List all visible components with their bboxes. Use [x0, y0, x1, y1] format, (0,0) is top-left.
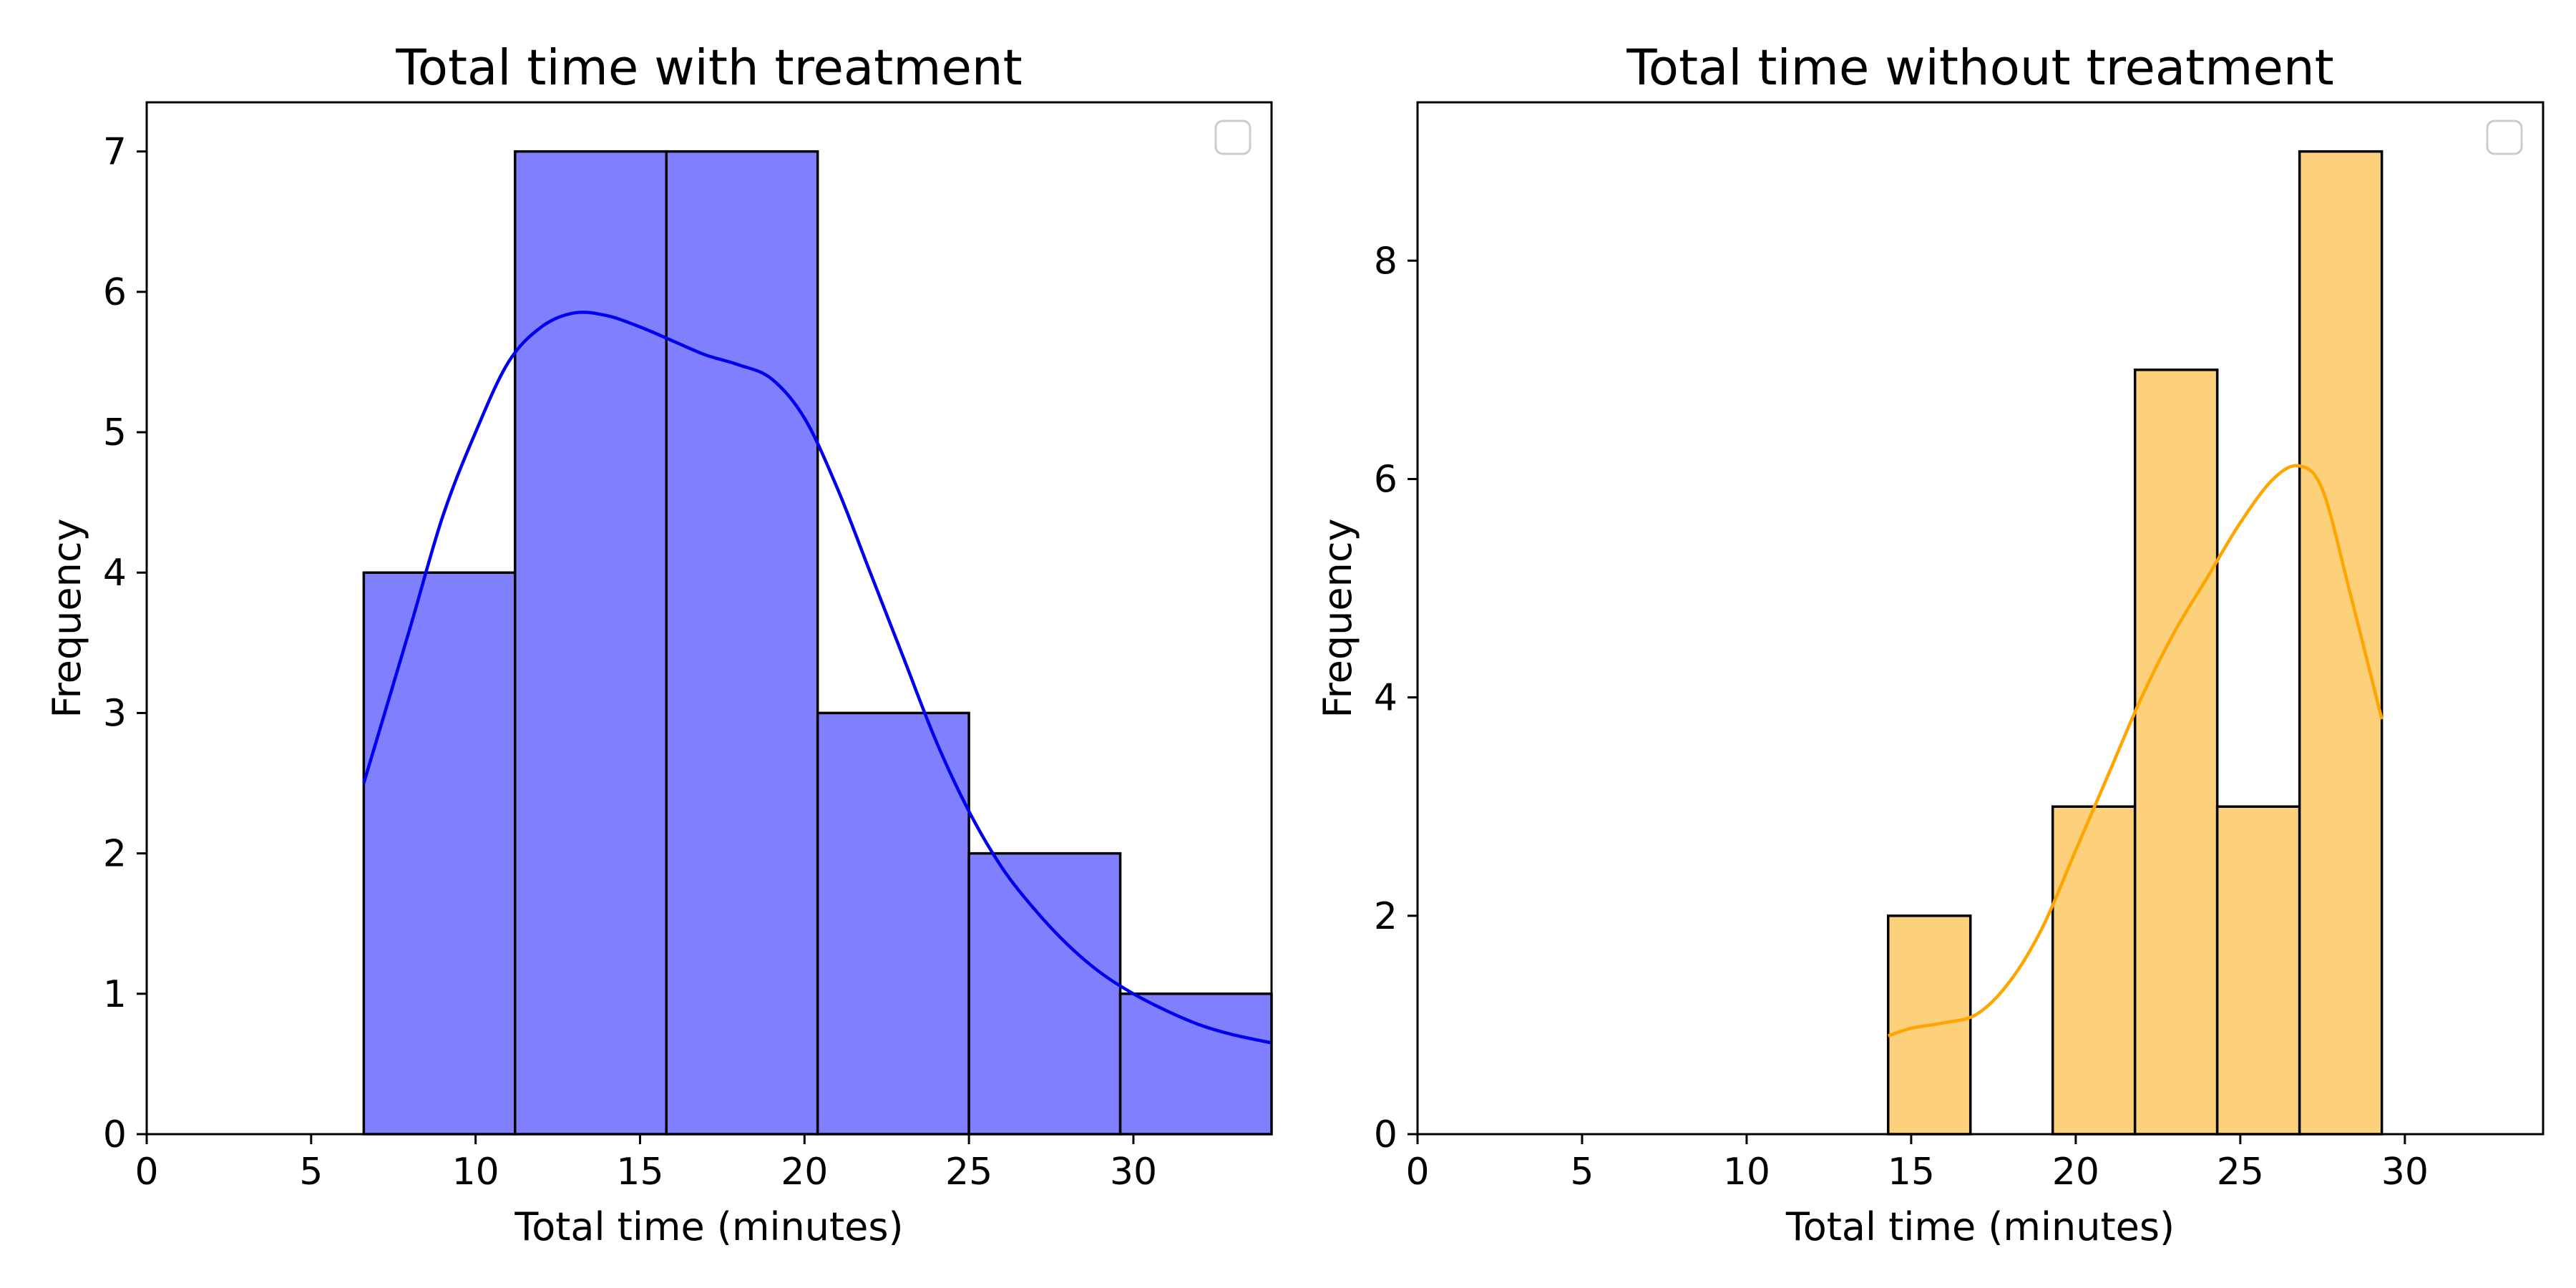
legend-box — [1214, 119, 1252, 155]
legend-box — [2486, 119, 2523, 155]
y-tick-label: 0 — [1374, 1113, 1397, 1156]
y-tick-label: 1 — [103, 973, 127, 1016]
x-tick-label: 10 — [1723, 1151, 1770, 1194]
histogram-bar — [816, 711, 970, 1136]
plot-area: 0 5 10 15 20 25 30 0 2 4 6 8 — [1374, 150, 2429, 1194]
histogram-bar — [967, 852, 1122, 1136]
histogram-bar — [514, 150, 668, 1136]
y-tick-label: 5 — [103, 411, 127, 454]
x-tick-label: 30 — [1110, 1151, 1157, 1194]
histogram-bar — [2051, 805, 2137, 1136]
histogram-bar — [2215, 805, 2301, 1136]
histogram-bar — [2298, 150, 2384, 1136]
y-tick-label: 6 — [1374, 458, 1397, 501]
panel-without-treatment: Total time without treatment Total time … — [1315, 39, 2545, 1249]
x-tick-label: 30 — [2381, 1151, 2429, 1194]
y-axis-label: Frequency — [1315, 519, 1360, 718]
y-tick-label: 6 — [103, 271, 127, 314]
y-tick-label: 7 — [103, 131, 127, 174]
histogram-bar — [362, 571, 517, 1136]
histogram-bar — [1118, 992, 1273, 1136]
y-tick-label: 4 — [103, 552, 127, 595]
plot-area: 0 5 10 15 20 25 30 0 1 2 3 4 5 6 7 — [103, 131, 1273, 1194]
axes-frame — [1416, 101, 2545, 1136]
panel-with-treatment: Total time with treatment Total time (mi… — [44, 39, 1273, 1249]
x-tick-label: 0 — [135, 1151, 158, 1194]
chart-title: Total time with treatment — [395, 39, 1022, 97]
y-tick-label: 4 — [1374, 677, 1397, 720]
y-tick-label: 8 — [1374, 240, 1397, 283]
x-tick-label: 25 — [945, 1151, 992, 1194]
y-tick-label: 2 — [1374, 895, 1397, 938]
x-tick-label: 20 — [781, 1151, 828, 1194]
x-tick-label: 5 — [1570, 1151, 1594, 1194]
y-tick-label: 3 — [103, 692, 127, 735]
x-tick-label: 0 — [1405, 1151, 1429, 1194]
histogram-bar — [2133, 369, 2219, 1136]
x-tick-label: 25 — [2217, 1151, 2264, 1194]
y-tick-label: 0 — [103, 1113, 127, 1156]
x-axis-label: Total time (minutes) — [1785, 1204, 2175, 1249]
kde-curve — [1887, 464, 2384, 1038]
x-tick-label: 5 — [299, 1151, 323, 1194]
chart-title: Total time without treatment — [1626, 39, 2333, 97]
kde-curve — [362, 311, 1272, 1045]
histogram-bar — [665, 150, 819, 1136]
y-tick-label: 2 — [103, 833, 127, 876]
x-tick-label: 10 — [452, 1151, 499, 1194]
x-tick-label: 15 — [1888, 1151, 1935, 1194]
axes-frame — [145, 101, 1273, 1136]
x-tick-label: 20 — [2052, 1151, 2099, 1194]
x-axis-label: Total time (minutes) — [514, 1204, 903, 1249]
x-tick-label: 15 — [616, 1151, 663, 1194]
y-axis-label: Frequency — [44, 519, 89, 718]
